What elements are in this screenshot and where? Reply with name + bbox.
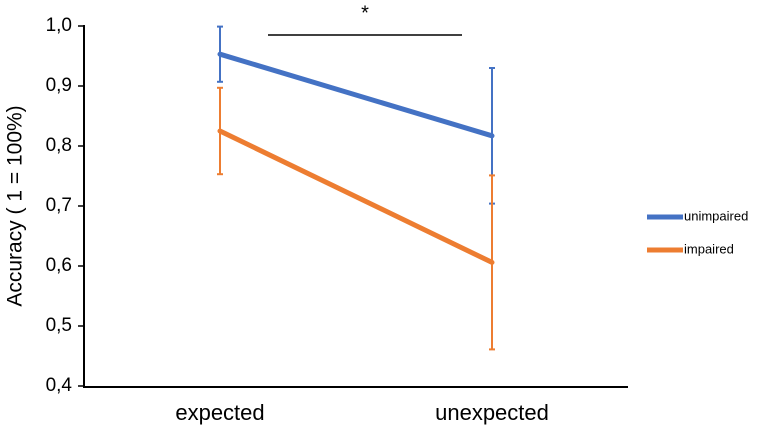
x-tick-label: expected [175,400,264,425]
y-tick-label: 0,8 [46,135,72,156]
y-tick-label: 0,4 [46,375,73,396]
y-tick-label: 0,5 [46,315,72,336]
x-tick-label: unexpected [435,400,549,425]
y-tick-label: 0,6 [46,255,72,276]
series-line [217,128,495,265]
y-axis-label: Accuracy ( 1 = 100%) [4,105,27,306]
series-line [217,51,495,139]
annotation: * [361,2,369,24]
legend-label: impaired [684,241,734,256]
y-tick-label: 0,9 [46,75,72,96]
legend-label: unimpaired [684,208,748,223]
y-tick-label: 1,0 [46,15,72,36]
y-tick-label: 0,7 [46,195,72,216]
